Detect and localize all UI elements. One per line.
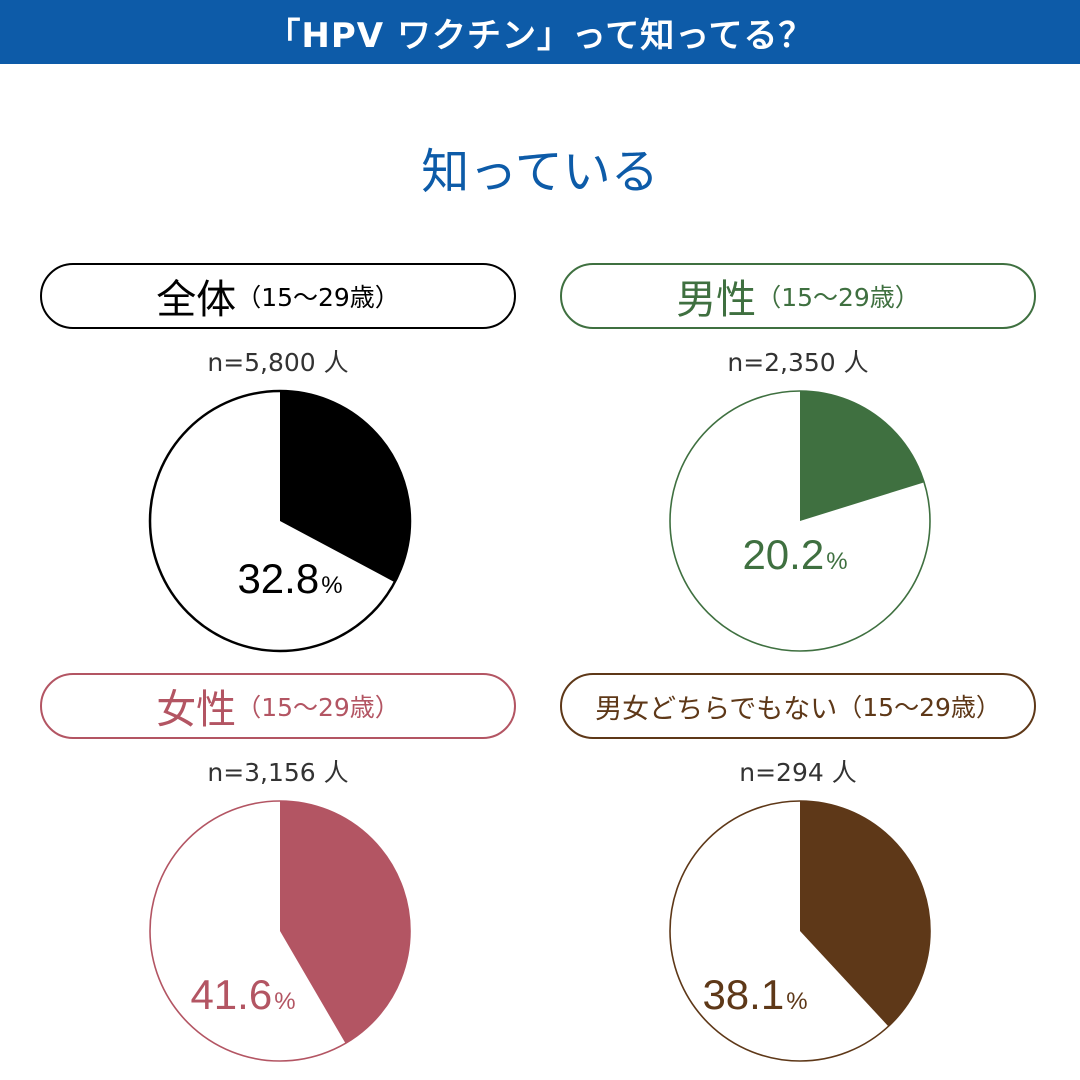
pie-data-label-female: 41.6% (190, 971, 295, 1018)
pie-chart-nonbinary: 38.1% (669, 800, 931, 1062)
pill-male: 男性 （15〜29歳） (560, 263, 1036, 329)
pill-female-age: （15〜29歳） (236, 693, 400, 722)
n-male: n=2,350 人 (727, 348, 869, 377)
header-title: 「HPV ワクチン」って知ってる？ (266, 15, 814, 56)
pill-nonbinary-age: （15〜29歳） (837, 693, 1001, 722)
pie-data-label-value-female: 41.6 (190, 971, 272, 1018)
pie-slice-value-female (280, 801, 410, 1044)
chart-subtitle: 知っている (421, 144, 659, 200)
pie-data-label-value-all: 32.8 (237, 555, 319, 602)
pie-outline-male (669, 390, 931, 652)
pill-nonbinary: 男女どちらでもない （15〜29歳） (560, 673, 1036, 739)
pie-data-label-unit-all: % (321, 572, 342, 599)
pill-all-age: （15〜29歳） (236, 283, 400, 312)
pie-outline-all (148, 389, 412, 653)
pill-male-age: （15〜29歳） (756, 283, 920, 312)
pie-outline-nonbinary (669, 800, 931, 1062)
n-nonbinary: n=294 人 (739, 758, 857, 787)
pill-male-title: 男性 (676, 277, 757, 323)
pie-chart-male: 20.2% (669, 390, 931, 652)
pill-female: 女性 （15〜29歳） (40, 673, 516, 739)
pill-female-title: 女性 (156, 687, 237, 733)
pie-data-label-unit-female: % (274, 988, 295, 1015)
n-all: n=5,800 人 (207, 348, 349, 377)
pill-all-title: 全体 (156, 277, 237, 323)
pie-data-label-all: 32.8% (237, 555, 342, 602)
pie-data-label-unit-nonbinary: % (786, 988, 807, 1015)
pie-slice-value-male (800, 391, 925, 521)
pie-slice-value-nonbinary (800, 801, 930, 1027)
pie-slice-value-all (280, 391, 411, 583)
pie-data-label-value-male: 20.2 (742, 531, 824, 578)
pie-chart-all: 32.8% (148, 389, 412, 653)
n-female: n=3,156 人 (207, 758, 349, 787)
pie-data-label-unit-male: % (826, 548, 847, 575)
pie-data-label-value-nonbinary: 38.1 (702, 971, 784, 1018)
header-banner: 「HPV ワクチン」って知ってる？ (0, 0, 1080, 64)
pie-data-label-nonbinary: 38.1% (702, 971, 807, 1018)
pie-data-label-male: 20.2% (742, 531, 847, 578)
pill-nonbinary-title: 男女どちらでもない (595, 693, 838, 725)
pie-outline-female (149, 800, 411, 1062)
pie-chart-female: 41.6% (149, 800, 411, 1062)
pill-all: 全体 （15〜29歳） (40, 263, 516, 329)
